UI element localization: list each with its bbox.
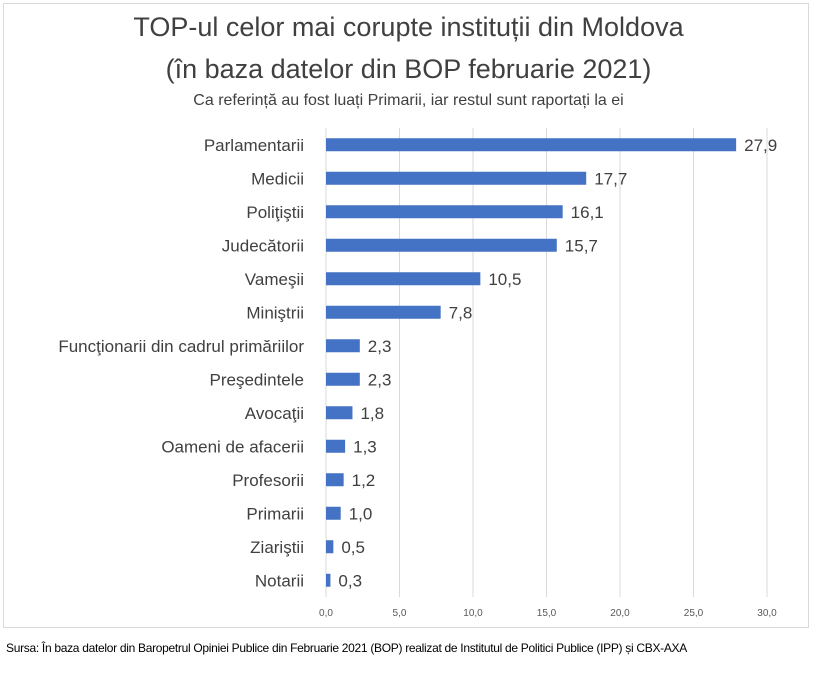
- bar: [326, 205, 563, 219]
- category-label: Notarii: [255, 571, 304, 590]
- bar: [326, 540, 334, 554]
- bar: [326, 272, 481, 286]
- x-tick-label: 5,0: [393, 608, 407, 619]
- data-label: 0,5: [341, 538, 365, 557]
- x-tick-label: 10,0: [463, 608, 483, 619]
- x-tick-label: 30,0: [757, 608, 777, 619]
- source-note: Sursa: În baza datelor din Baropetrul Op…: [6, 641, 687, 655]
- data-label: 16,1: [571, 203, 604, 222]
- category-label: Avocaţii: [245, 404, 304, 423]
- chart-frame: [3, 3, 809, 628]
- x-tick-label: 0,0: [319, 608, 333, 619]
- data-label: 27,9: [744, 136, 777, 155]
- x-tick-label: 15,0: [537, 608, 557, 619]
- bar: [326, 573, 331, 587]
- bar: [326, 439, 346, 453]
- bar: [326, 138, 737, 152]
- chart-title-line-2: (în baza datelor din BOP februarie 2021): [165, 54, 652, 84]
- category-label: Profesorii: [232, 471, 304, 490]
- bar: [326, 372, 360, 386]
- data-label: 1,8: [360, 404, 384, 423]
- category-label: Vameşii: [245, 270, 304, 289]
- bar: [326, 406, 353, 420]
- data-label: 2,3: [368, 337, 392, 356]
- bar: [326, 171, 587, 185]
- bar: [326, 473, 344, 487]
- data-label: 1,0: [349, 504, 373, 523]
- bar: [326, 339, 360, 353]
- category-label: Poliţiştii: [246, 203, 304, 222]
- bar-chart-plot: 0,0 5,0 10,0 15,0 20,0 25,0 30,0 Parlamentarii 2…: [58, 128, 777, 619]
- category-label: Parlamentarii: [204, 136, 304, 155]
- data-label: 1,2: [352, 471, 376, 490]
- category-label: Preşedintele: [209, 370, 304, 389]
- data-label: 0,3: [338, 571, 362, 590]
- category-label: Oameni de afacerii: [161, 437, 304, 456]
- x-tick-label: 20,0: [610, 608, 630, 619]
- category-label: Funcţionarii din cadrul primăriilor: [58, 337, 304, 356]
- x-tick-label: 25,0: [684, 608, 704, 619]
- bar: [326, 506, 341, 520]
- data-label: 15,7: [565, 236, 598, 255]
- category-label: Miniştrii: [246, 303, 304, 322]
- category-label: Primarii: [246, 504, 304, 523]
- category-label: Ziariştii: [250, 538, 304, 557]
- category-label: Medicii: [251, 169, 304, 188]
- chart-subtitle: Ca referință au fost luați Primarii, iar…: [193, 92, 624, 109]
- data-label: 17,7: [594, 169, 627, 188]
- chart-title-line-1: TOP-ul celor mai corupte instituții din …: [133, 12, 684, 42]
- bar: [326, 305, 441, 319]
- data-label: 7,8: [449, 303, 473, 322]
- data-label: 1,3: [353, 437, 377, 456]
- data-label: 2,3: [368, 370, 392, 389]
- bar: [326, 238, 557, 252]
- data-label: 10,5: [488, 270, 521, 289]
- category-label: Judecătorii: [222, 236, 304, 255]
